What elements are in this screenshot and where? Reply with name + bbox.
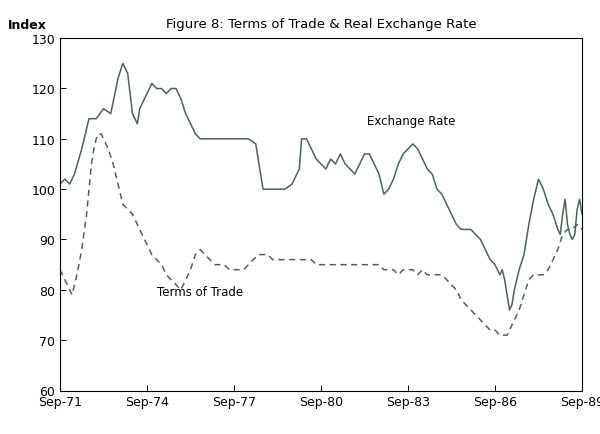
Text: Index: Index	[8, 19, 47, 32]
Title: Figure 8: Terms of Trade & Real Exchange Rate: Figure 8: Terms of Trade & Real Exchange…	[166, 18, 476, 31]
Text: Terms of Trade: Terms of Trade	[157, 285, 243, 298]
Text: Exchange Rate: Exchange Rate	[367, 115, 455, 128]
